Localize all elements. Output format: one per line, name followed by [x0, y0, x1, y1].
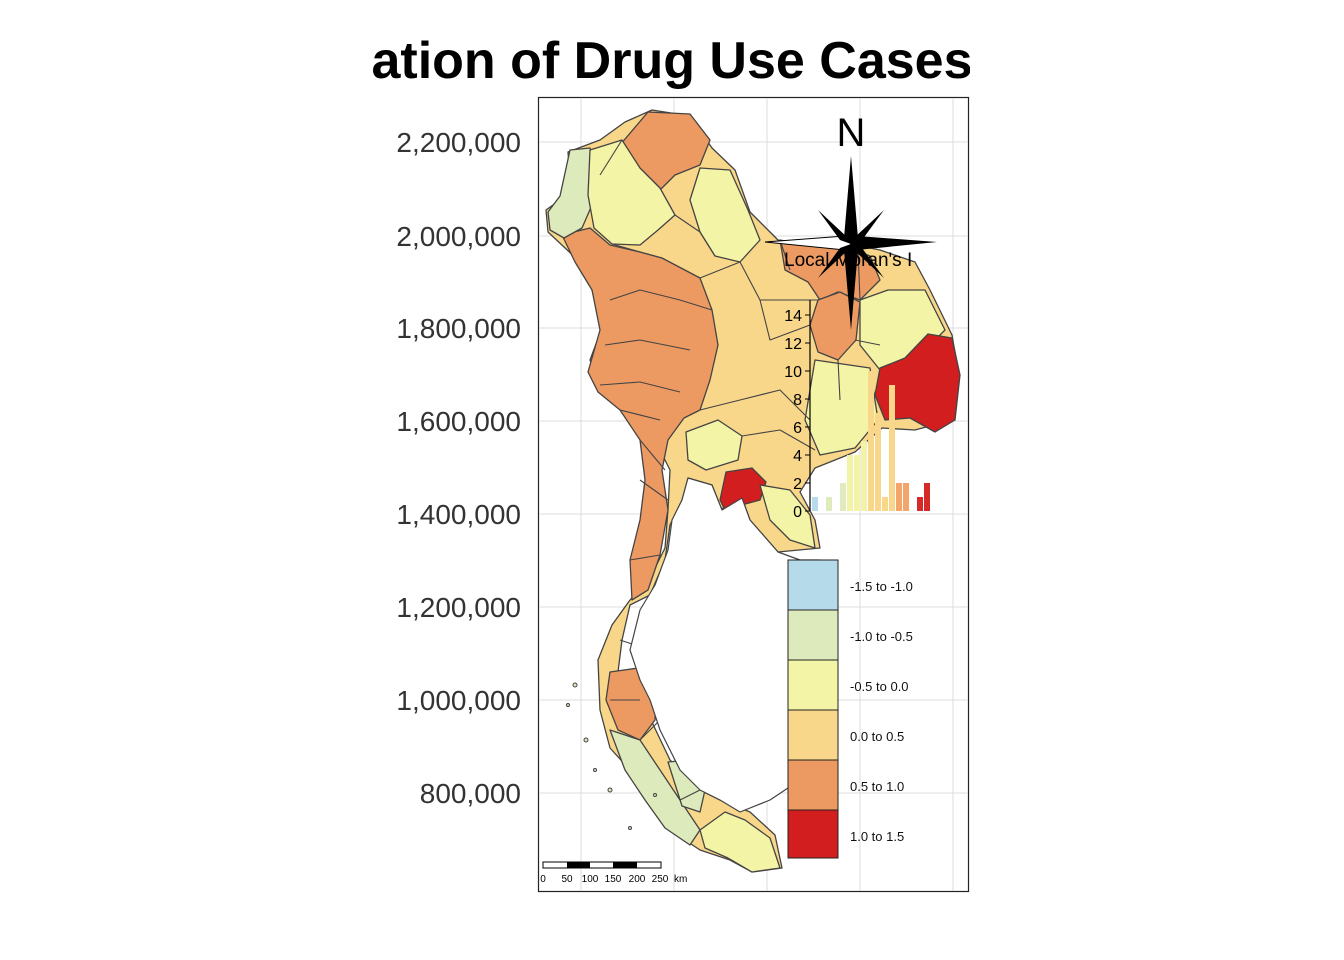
legend-swatch	[787, 609, 839, 661]
north-arrow: N	[764, 111, 937, 330]
scale-label: 100	[582, 874, 599, 885]
scale-label: 150	[605, 874, 622, 885]
legend-label: -1.0 to -0.5	[850, 629, 913, 644]
y-tick-label: 1,200,000	[396, 592, 521, 623]
hist-y-tick: 4	[793, 448, 802, 465]
legend-swatch	[787, 709, 839, 761]
legend-label: 1.0 to 1.5	[850, 829, 904, 844]
histogram-bar	[889, 385, 895, 511]
province-northwest	[561, 227, 719, 601]
y-tick-label: 2,200,000	[396, 127, 521, 158]
legend-swatch	[787, 759, 839, 811]
y-tick-label: 1,400,000	[396, 499, 521, 530]
scale-label: 0	[540, 874, 546, 885]
legend-swatch	[787, 659, 839, 711]
province-deep-south	[699, 811, 781, 873]
histogram-inset: Local Moran's I 0 2 4 6 8 10 12 14	[784, 250, 930, 521]
hist-y-tick: 12	[784, 336, 802, 353]
histogram-bar	[826, 497, 832, 511]
province-south-green	[609, 729, 701, 846]
y-tick-label: 800,000	[419, 778, 521, 809]
north-arrow-label: N	[837, 111, 866, 155]
scale-label: 50	[561, 874, 573, 885]
legend-label: -1.5 to -1.0	[850, 579, 913, 594]
legend-label: -0.5 to 0.0	[850, 679, 909, 694]
histogram-bar	[847, 455, 853, 511]
islands	[566, 682, 657, 830]
hist-y-tick: 14	[784, 308, 802, 325]
histogram-bar	[854, 455, 860, 511]
map-title-container: ation of Drug Use Cases	[372, 28, 970, 94]
y-tick-label: 1,800,000	[396, 313, 521, 344]
province-central-yellow	[685, 419, 743, 471]
province-north-cluster	[587, 139, 676, 246]
scale-bar: 0 50 100 150 200 250 km	[540, 861, 687, 885]
scale-label: 200	[629, 874, 646, 885]
gulf-of-thailand	[629, 477, 821, 813]
scale-label: 250	[652, 874, 669, 885]
hist-y-tick: 0	[793, 504, 802, 521]
map-title: ation of Drug Use Cases	[372, 32, 970, 90]
histogram-bar	[861, 441, 867, 511]
hist-y-tick: 8	[793, 392, 802, 409]
histogram-bar	[840, 483, 846, 511]
province-northeast-central	[809, 291, 861, 361]
legend-label: 0.5 to 1.0	[850, 779, 904, 794]
histogram-bar	[924, 483, 930, 511]
province-southeast-coast	[759, 484, 816, 549]
legend-label: 0.0 to 0.5	[850, 729, 904, 744]
y-tick-label: 1,600,000	[396, 406, 521, 437]
legend-swatch	[787, 559, 839, 611]
histogram-bar	[903, 483, 909, 511]
hist-y-tick: 6	[793, 420, 802, 437]
histogram-bar	[917, 497, 923, 511]
legend-swatch	[787, 809, 839, 859]
histogram-bar	[868, 371, 874, 511]
province-isan-yellow	[804, 359, 879, 456]
hist-y-tick: 10	[784, 364, 802, 381]
y-tick-label: 1,000,000	[396, 685, 521, 716]
y-tick-label: 2,000,000	[396, 221, 521, 252]
histogram-y-ticks: 0 2 4 6 8 10 12 14	[784, 308, 810, 521]
histogram-bar	[882, 497, 888, 511]
histogram-title: Local Moran's I	[784, 250, 912, 271]
histogram-bars	[812, 371, 930, 511]
histogram-bar	[812, 497, 818, 511]
histogram-bar	[896, 483, 902, 511]
legend: -1.5 to -1.0 -1.0 to -0.5 -0.5 to 0.0 0.…	[787, 559, 913, 859]
hist-y-tick: 2	[793, 476, 802, 493]
histogram-bar	[875, 413, 881, 511]
scale-unit: km	[674, 874, 687, 885]
province-east-hotspot	[874, 333, 961, 433]
